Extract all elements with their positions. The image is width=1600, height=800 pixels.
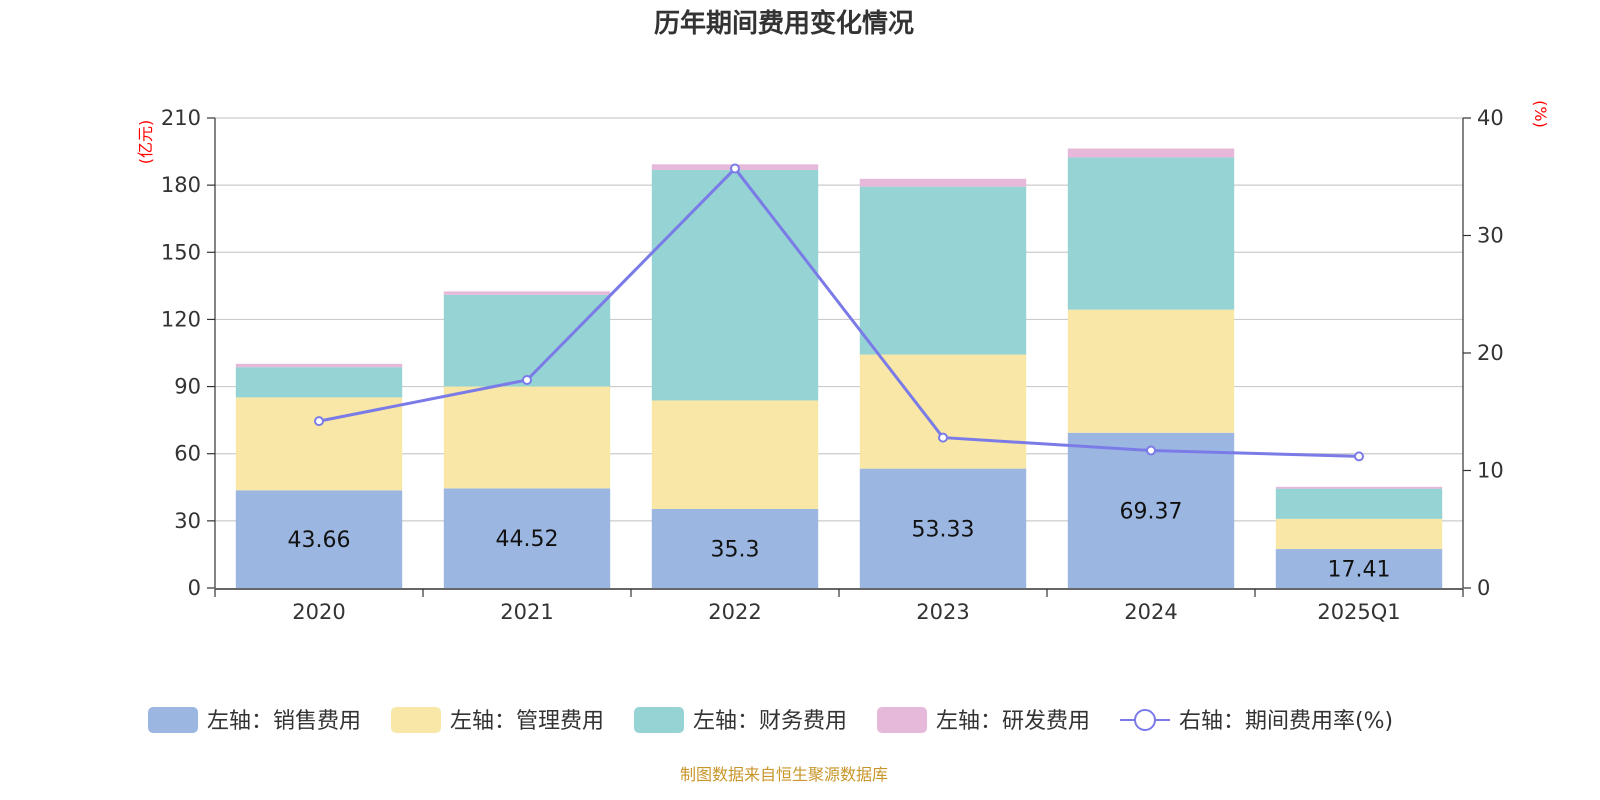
left-tick-label: 30 <box>174 509 201 533</box>
legend-circle-swatch <box>1134 709 1156 731</box>
bar-segment <box>443 294 611 387</box>
rate-line <box>318 166 1360 458</box>
bar-segment <box>1275 486 1443 489</box>
legend-swatch <box>391 707 441 733</box>
bar-data-label: 35.3 <box>711 537 760 562</box>
legend-label: 左轴：研发费用 <box>936 709 1090 734</box>
bar-segment <box>235 363 403 368</box>
bar-segment <box>1275 518 1443 550</box>
left-axis-unit: (亿元) <box>136 120 155 165</box>
bar-segment <box>235 367 403 398</box>
left-tick-label: 120 <box>161 307 201 331</box>
gridlines <box>215 117 1463 522</box>
bar-segment <box>859 354 1027 469</box>
rate-point <box>730 163 740 174</box>
rate-point <box>938 432 948 443</box>
legend-label: 右轴：期间费用率(%) <box>1179 709 1393 734</box>
bar-data-label: 69.37 <box>1120 499 1183 524</box>
left-tick-label: 180 <box>161 173 201 197</box>
bar-data-label: 17.41 <box>1328 558 1391 583</box>
right-tick-label: 30 <box>1477 224 1504 248</box>
legend-label: 左轴：财务费用 <box>693 709 847 734</box>
bar-segment <box>443 291 611 295</box>
data-labels: 43.66 44.52 35.3 53.33 69.37 17.41 <box>288 499 1391 582</box>
axes: 0 30 60 90 120 150 180 210 0 10 20 30 40 2020 2021 2022… <box>161 106 1504 624</box>
bar-series <box>235 148 1443 588</box>
left-tick-label: 0 <box>188 576 201 600</box>
bar-data-label: 44.52 <box>496 527 559 552</box>
left-tick-label: 90 <box>174 375 201 399</box>
bar-segment <box>1067 432 1235 588</box>
bar-segment <box>235 397 403 491</box>
legend-label: 左轴：销售费用 <box>207 709 361 734</box>
bar-segment <box>859 178 1027 187</box>
left-tick-label: 60 <box>174 442 201 466</box>
legend: 左轴：销售费用 左轴：管理费用 左轴：财务费用 左轴：研发费用 右轴：期间费用率(%) <box>148 707 1393 734</box>
x-tick-label: 2023 <box>916 600 969 624</box>
chart-title: 历年期间费用变化情况 <box>654 8 914 39</box>
rate-line-series <box>314 163 1364 462</box>
right-axis-unit: (%) <box>1531 100 1550 128</box>
bar-segment <box>859 186 1027 355</box>
x-tick-label: 2022 <box>708 600 761 624</box>
legend-swatch <box>148 707 198 733</box>
bar-segment <box>1067 309 1235 433</box>
bar-segment <box>1067 157 1235 310</box>
legend-swatch <box>877 707 927 733</box>
bar-segment <box>1275 549 1443 588</box>
bar-segment <box>235 490 403 588</box>
right-tick-label: 20 <box>1477 341 1504 365</box>
bar-segment <box>651 169 819 401</box>
left-tick-label: 210 <box>161 106 201 130</box>
rate-point <box>1354 451 1364 462</box>
legend-swatch <box>634 707 684 733</box>
bar-segment <box>443 386 611 489</box>
rate-point <box>522 375 532 386</box>
legend-label: 左轴：管理费用 <box>450 709 604 734</box>
x-tick-label: 2024 <box>1124 600 1177 624</box>
bar-data-label: 43.66 <box>288 528 351 553</box>
rate-point <box>314 416 324 427</box>
right-tick-label: 0 <box>1477 576 1490 600</box>
x-tick-label: 2025Q1 <box>1317 600 1400 624</box>
right-tick-label: 10 <box>1477 459 1504 483</box>
right-tick-label: 40 <box>1477 106 1504 130</box>
bar-segment <box>651 508 819 588</box>
bar-segment <box>651 400 819 509</box>
x-tick-label: 2020 <box>292 600 345 624</box>
source-note: 制图数据来自恒生聚源数据库 <box>680 765 888 784</box>
rate-point <box>1146 445 1156 456</box>
bar-segment <box>859 468 1027 588</box>
bar-data-label: 53.33 <box>912 517 975 542</box>
left-tick-label: 150 <box>161 240 201 264</box>
x-tick-label: 2021 <box>500 600 553 624</box>
bar-segment <box>1275 488 1443 519</box>
bar-segment <box>1067 148 1235 158</box>
bar-segment <box>443 488 611 588</box>
